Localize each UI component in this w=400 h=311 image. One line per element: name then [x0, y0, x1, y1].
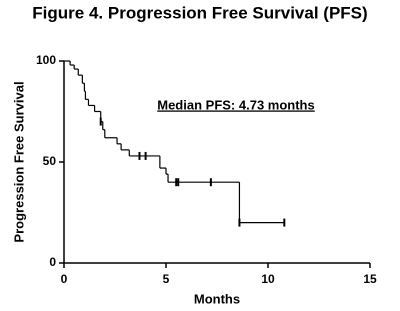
chart-title: Figure 4. Progression Free Survival (PFS… — [32, 3, 367, 22]
y-tick-label: 0 — [49, 255, 56, 269]
x-tick-label: 10 — [261, 272, 275, 286]
x-tick-label: 5 — [163, 272, 170, 286]
y-tick-label: 50 — [43, 154, 57, 168]
y-tick-label: 100 — [36, 53, 56, 67]
x-tick-label: 15 — [363, 272, 377, 286]
x-tick-label: 0 — [61, 272, 68, 286]
y-axis-label: Progression Free Survival — [11, 81, 26, 242]
x-axis-label: Months — [194, 291, 240, 306]
annotation: Median PFS: 4.73 months — [157, 97, 314, 112]
